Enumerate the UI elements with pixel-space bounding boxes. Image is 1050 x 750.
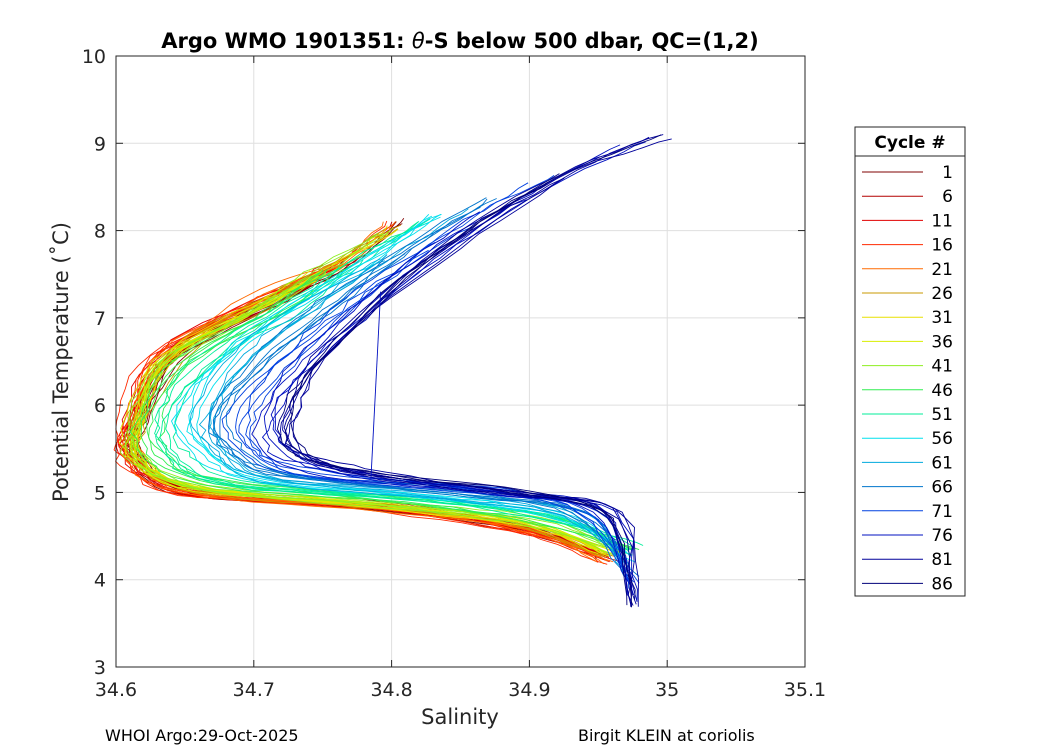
legend-label: 1	[942, 163, 953, 183]
y-axis-label: Potential Temperature (˚C)	[49, 222, 73, 502]
legend-label: 21	[931, 260, 953, 280]
profile-spike-line	[370, 291, 382, 480]
y-tick-label: 4	[94, 570, 106, 592]
footer-left-text: WHOI Argo:29-Oct-2025	[105, 726, 299, 745]
legend-label: 36	[931, 332, 953, 352]
legend-label: 16	[931, 236, 953, 256]
x-tick-label: 34.8	[370, 679, 412, 701]
y-tick-label: 6	[94, 395, 106, 417]
profile-line-cycle-44	[130, 227, 618, 551]
legend-label: 66	[931, 478, 953, 498]
y-tick-label: 3	[94, 657, 106, 679]
legend-box	[854, 126, 966, 597]
profile-line-cycle-54	[159, 222, 632, 551]
legend-label: 26	[931, 284, 953, 304]
profile-line-cycle-52	[154, 221, 644, 546]
profile-line-cycle-47	[140, 272, 624, 548]
profile-line-cycle-70	[225, 198, 628, 582]
legend-label: 46	[931, 381, 953, 401]
legend-title: Cycle #	[874, 133, 945, 153]
profile-line-cycle-43	[127, 233, 629, 551]
legend-label: 51	[931, 405, 953, 425]
legend-label: 81	[931, 550, 953, 570]
x-tick-label: 34.9	[508, 679, 550, 701]
legend-label: 11	[931, 211, 953, 231]
profile-lines	[113, 134, 672, 608]
y-tick-label: 10	[82, 46, 106, 68]
chart-title: Argo WMO 1901351: θ-S below 500 dbar, QC…	[161, 29, 758, 53]
y-tick-label: 7	[94, 308, 106, 330]
legend-label: 56	[931, 429, 953, 449]
profile-line-cycle-64	[198, 254, 631, 575]
x-tick-label: 35	[655, 679, 679, 701]
y-tick-label: 5	[94, 482, 106, 504]
plot-background	[116, 56, 805, 667]
y-axis-ticks: 3 4 5 6 7 8 9 10	[82, 46, 805, 679]
legend-label: 6	[942, 187, 953, 207]
y-tick-label: 9	[94, 133, 106, 155]
profile-line-cycle-88	[284, 173, 628, 606]
legend-label: 31	[931, 308, 953, 328]
legend-label: 41	[931, 357, 953, 377]
profile-line-cycle-78	[261, 199, 638, 603]
legend-label: 71	[931, 502, 953, 522]
profile-line-cycle-87	[288, 180, 633, 607]
profile-line-cycle-41	[124, 275, 618, 552]
x-tick-label: 34.7	[233, 679, 275, 701]
x-tick-label: 35.1	[784, 679, 826, 701]
profile-line-cycle-74	[245, 226, 630, 589]
footer-right-text: Birgit KLEIN at coriolis	[578, 726, 755, 745]
x-axis-label: Salinity	[421, 705, 499, 729]
x-axis-ticks: 34.6 34.7 34.8 34.9 35 35.1	[95, 56, 826, 701]
plot-area: 34.6 34.7 34.8 34.9 35 35.1 3 4 5 6 7 8 9 10	[82, 46, 826, 701]
plot-border	[115, 55, 806, 668]
profile-line-cycle-66	[208, 206, 624, 569]
y-tick-label: 8	[94, 221, 106, 243]
legend-label: 86	[931, 574, 953, 594]
x-tick-label: 34.6	[95, 679, 137, 701]
profile-line-cycle-61	[189, 258, 621, 561]
legend-label: 76	[931, 526, 953, 546]
profile-line-cycle-68	[213, 197, 625, 576]
legend: Cycle # 16111621263136414651566166717681…	[854, 126, 966, 597]
legend-label: 61	[931, 453, 953, 473]
